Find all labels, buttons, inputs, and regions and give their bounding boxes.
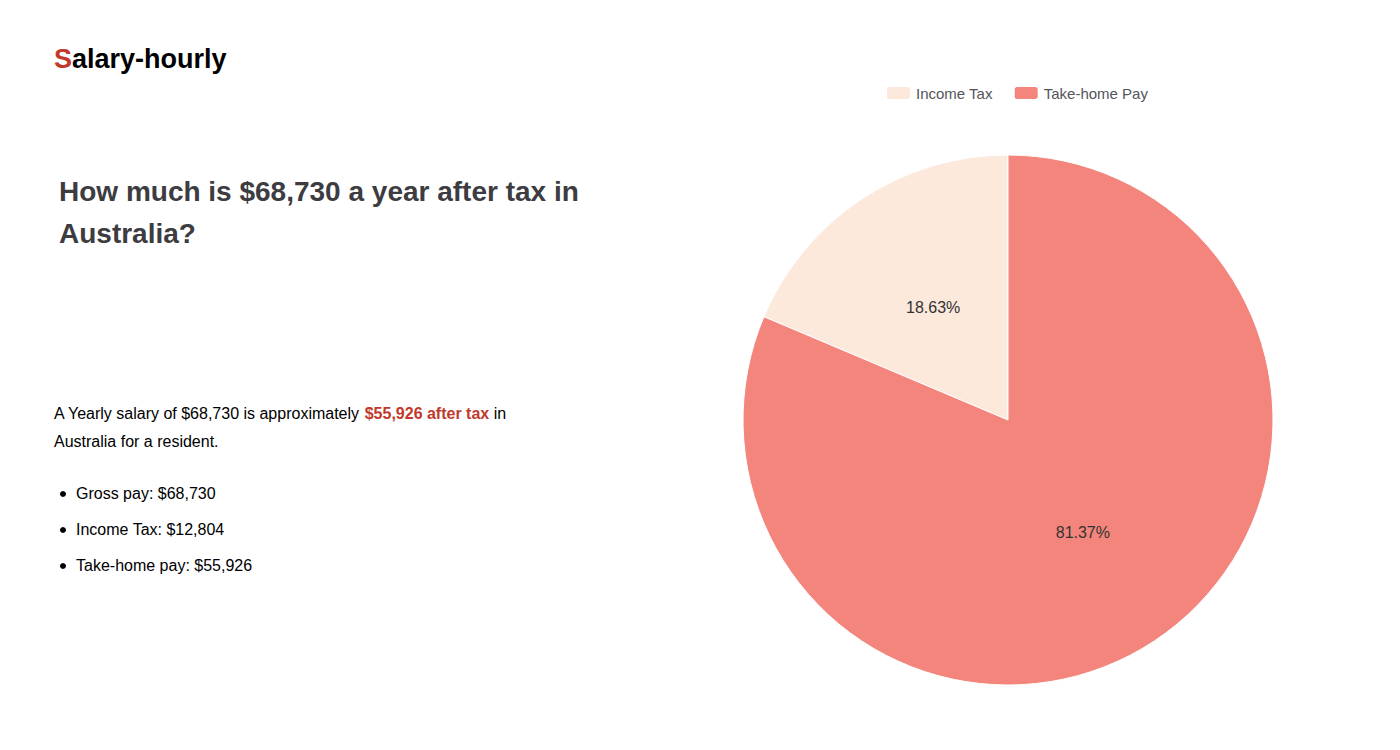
svg-text:18.63%: 18.63% [906, 299, 960, 316]
svg-text:Income Tax: $12,804: Income Tax: $12,804 [76, 521, 224, 538]
svg-text:$55,926 after tax: $55,926 after tax [365, 405, 490, 422]
svg-text:A Yearly salary of $68,730 is: A Yearly salary of $68,730 is approximat… [54, 405, 364, 422]
svg-text:Australia for a resident.: Australia for a resident. [54, 433, 219, 450]
svg-text:S: S [54, 44, 72, 74]
svg-text:Take-home Pay: Take-home Pay [1044, 85, 1149, 102]
svg-text:Income Tax: Income Tax [916, 85, 993, 102]
svg-text:alary-hourly: alary-hourly [72, 44, 227, 74]
svg-text:Gross pay: $68,730: Gross pay: $68,730 [76, 485, 216, 502]
svg-text:81.37%: 81.37% [1056, 524, 1110, 541]
svg-text:Australia?: Australia? [59, 218, 196, 249]
svg-text:How much is $68,730 a year aft: How much is $68,730 a year after tax in [59, 176, 579, 207]
svg-text:in: in [489, 405, 506, 422]
svg-text:Take-home pay: $55,926: Take-home pay: $55,926 [76, 557, 252, 574]
